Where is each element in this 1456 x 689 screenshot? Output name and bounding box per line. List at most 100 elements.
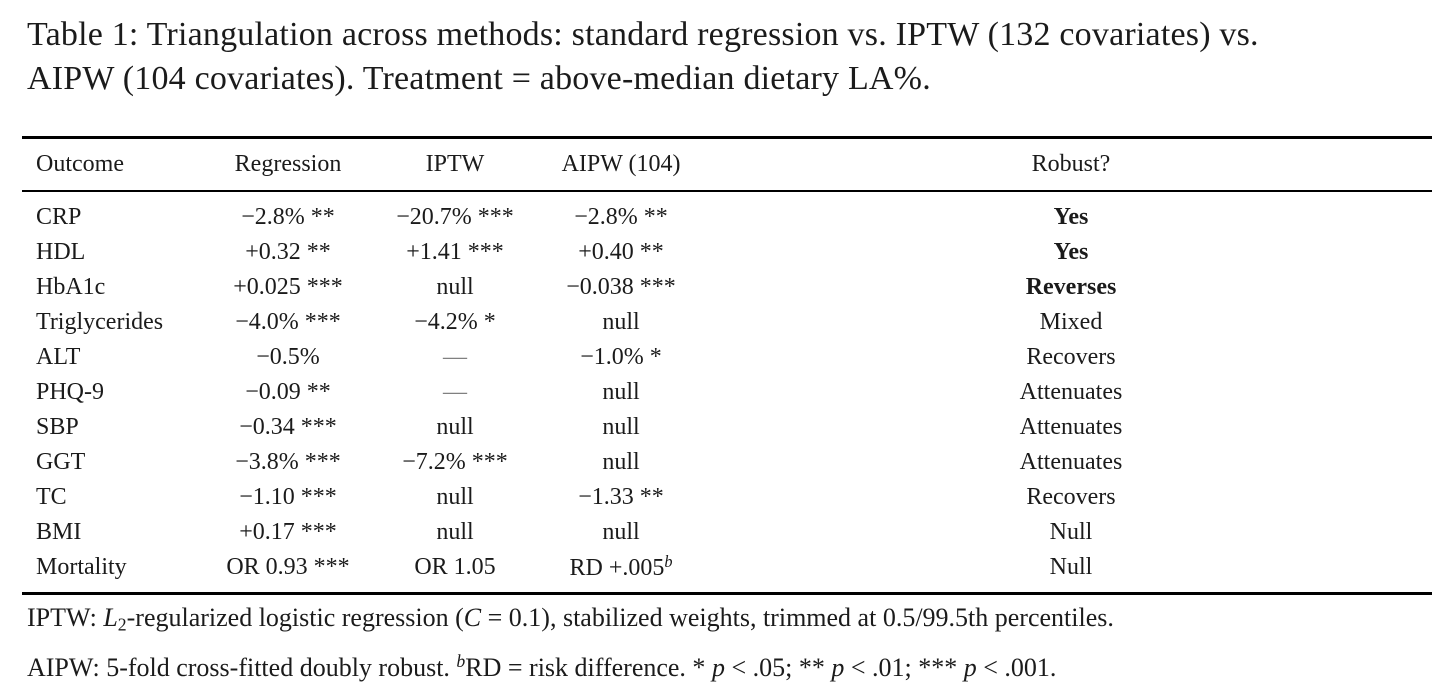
footnote-segment: AIPW: 5-fold cross-fitted doubly robust. bbox=[27, 653, 457, 683]
cell-iptw: — bbox=[443, 344, 467, 370]
cell-robust: Yes bbox=[1053, 204, 1089, 230]
cell-aipw: null bbox=[602, 519, 640, 545]
footnote-segment: L bbox=[103, 603, 118, 632]
cell-outcome: GGT bbox=[36, 449, 86, 475]
cell-regression: −4.0% *** bbox=[235, 309, 341, 335]
footnote-segment: RD = risk difference. * bbox=[465, 653, 712, 683]
cell-iptw: +1.41 *** bbox=[406, 239, 504, 265]
cell-regression: +0.17 *** bbox=[239, 519, 337, 545]
table-row: GGT −3.8% *** −7.2% *** null Attenuates bbox=[22, 445, 1432, 480]
cell-regression: −2.8% ** bbox=[241, 204, 335, 230]
table-row: HDL +0.32 ** +1.41 *** +0.40 ** Yes bbox=[22, 235, 1432, 270]
table-row: SBP −0.34 *** null null Attenuates bbox=[22, 410, 1432, 445]
table-caption: Table 1: Triangulation across methods: s… bbox=[27, 13, 1439, 101]
column-header-regression: Regression bbox=[234, 151, 342, 177]
cell-robust: Attenuates bbox=[1019, 449, 1123, 475]
table-row: ALT −0.5% — −1.0% * Recovers bbox=[22, 340, 1432, 375]
cell-robust: Attenuates bbox=[1019, 379, 1123, 405]
footnote-segment: C bbox=[463, 603, 482, 632]
cell-iptw: null bbox=[436, 484, 474, 510]
cell-outcome: PHQ-9 bbox=[36, 379, 105, 405]
cell-outcome: HDL bbox=[36, 239, 86, 265]
column-header-outcome: Outcome bbox=[36, 151, 124, 177]
cell-iptw: OR 1.05 bbox=[414, 554, 496, 580]
table-row: CRP −2.8% ** −20.7% *** −2.8% ** Yes bbox=[22, 200, 1432, 235]
footnote-segment: -regularized logistic regression ( bbox=[126, 603, 464, 632]
column-header-aipw: AIPW (104) bbox=[561, 151, 681, 177]
cell-aipw: null bbox=[602, 449, 640, 475]
table-body: CRP −2.8% ** −20.7% *** −2.8% ** Yes HDL +0.32… bbox=[22, 192, 1432, 592]
table-row: Mortality OR 0.93 *** OR 1.05 RD +.005b Null bbox=[22, 550, 1432, 585]
cell-iptw: null bbox=[436, 274, 474, 300]
cell-aipw: null bbox=[602, 414, 640, 440]
cell-aipw: +0.40 ** bbox=[578, 239, 664, 265]
footnote-line: IPTW: L2-regularized logistic regression… bbox=[27, 599, 1441, 643]
cell-robust: Mixed bbox=[1039, 309, 1103, 335]
cell-outcome: HbA1c bbox=[36, 274, 106, 300]
cell-robust: Null bbox=[1049, 554, 1093, 580]
cell-robust: Attenuates bbox=[1019, 414, 1123, 440]
table-row: Triglycerides −4.0% *** −4.2% * null Mixed bbox=[22, 305, 1432, 340]
cell-iptw: −4.2% * bbox=[414, 309, 496, 335]
cell-regression: −3.8% *** bbox=[235, 449, 341, 475]
cell-aipw: null bbox=[602, 379, 640, 405]
cell-aipw: −0.038 *** bbox=[566, 274, 676, 300]
cell-aipw: RD +.005b bbox=[569, 552, 673, 582]
cell-regression: −0.34 *** bbox=[239, 414, 337, 440]
cell-iptw: null bbox=[436, 414, 474, 440]
cell-aipw: null bbox=[602, 309, 640, 335]
results-table: Outcome Regression IPTW AIPW (104) Robust? C… bbox=[22, 136, 1432, 595]
cell-iptw: — bbox=[443, 379, 467, 405]
table-caption-line-2: AIPW (104 covariates). Treatment = above… bbox=[27, 60, 931, 97]
cell-outcome: TC bbox=[36, 484, 67, 510]
table-caption-line-1: Table 1: Triangulation across methods: s… bbox=[27, 16, 1259, 53]
footnote-segment: p bbox=[963, 653, 977, 683]
cell-regression: +0.025 *** bbox=[233, 274, 343, 300]
cell-regression: OR 0.93 *** bbox=[226, 554, 350, 580]
footnote-line: AIPW: 5-fold cross-fitted doubly robust.… bbox=[27, 643, 1441, 686]
cell-iptw: null bbox=[436, 519, 474, 545]
cell-outcome: Mortality bbox=[36, 554, 127, 580]
cell-robust: Recovers bbox=[1026, 484, 1116, 510]
table-row: HbA1c +0.025 *** null −0.038 *** Reverses bbox=[22, 270, 1432, 305]
cell-outcome: BMI bbox=[36, 519, 82, 545]
cell-outcome: CRP bbox=[36, 204, 82, 230]
footnote-segment: IPTW: bbox=[27, 603, 104, 632]
cell-robust: Null bbox=[1049, 519, 1093, 545]
footnote-marker: b bbox=[664, 552, 673, 572]
footnote-segment: p bbox=[831, 653, 845, 683]
cell-iptw: −20.7% *** bbox=[396, 204, 514, 230]
cell-robust: Yes bbox=[1053, 239, 1089, 265]
cell-outcome: SBP bbox=[36, 414, 79, 440]
cell-outcome: Triglycerides bbox=[36, 309, 164, 335]
footnote-segment: < .001. bbox=[976, 653, 1057, 683]
table-header-rule bbox=[22, 190, 1432, 192]
cell-aipw: −1.0% * bbox=[580, 344, 662, 370]
cell-robust: Recovers bbox=[1026, 344, 1116, 370]
footnote-segment: 2 bbox=[117, 614, 127, 635]
table-bottom-rule bbox=[22, 592, 1432, 595]
cell-robust: Reverses bbox=[1025, 274, 1117, 300]
table-row: TC −1.10 *** null −1.33 ** Recovers bbox=[22, 480, 1432, 515]
table-row: PHQ-9 −0.09 ** — null Attenuates bbox=[22, 375, 1432, 410]
table-row: BMI +0.17 *** null null Null bbox=[22, 515, 1432, 550]
cell-outcome: ALT bbox=[36, 344, 81, 370]
footnote-segment: = 0.1), stabilized weights, trimmed at 0… bbox=[481, 603, 1114, 632]
footnote-segment: < .05; ** bbox=[724, 653, 832, 683]
table-top-rule bbox=[22, 136, 1432, 139]
cell-aipw: −1.33 ** bbox=[578, 484, 664, 510]
footnote-segment: b bbox=[456, 651, 466, 672]
cell-regression: −1.10 *** bbox=[239, 484, 337, 510]
cell-regression: −0.5% bbox=[256, 344, 320, 370]
table-header-row: Outcome Regression IPTW AIPW (104) Robust? bbox=[22, 139, 1432, 190]
table-footnotes: IPTW: L2-regularized logistic regression… bbox=[27, 599, 1441, 686]
column-header-iptw: IPTW bbox=[425, 151, 485, 177]
footnote-segment: < .01; *** bbox=[844, 653, 964, 683]
cell-iptw: −7.2% *** bbox=[402, 449, 508, 475]
cell-aipw: −2.8% ** bbox=[574, 204, 668, 230]
column-header-robust: Robust? bbox=[1031, 151, 1111, 177]
cell-regression: −0.09 ** bbox=[245, 379, 331, 405]
cell-regression: +0.32 ** bbox=[245, 239, 331, 265]
footnote-segment: p bbox=[711, 653, 725, 683]
